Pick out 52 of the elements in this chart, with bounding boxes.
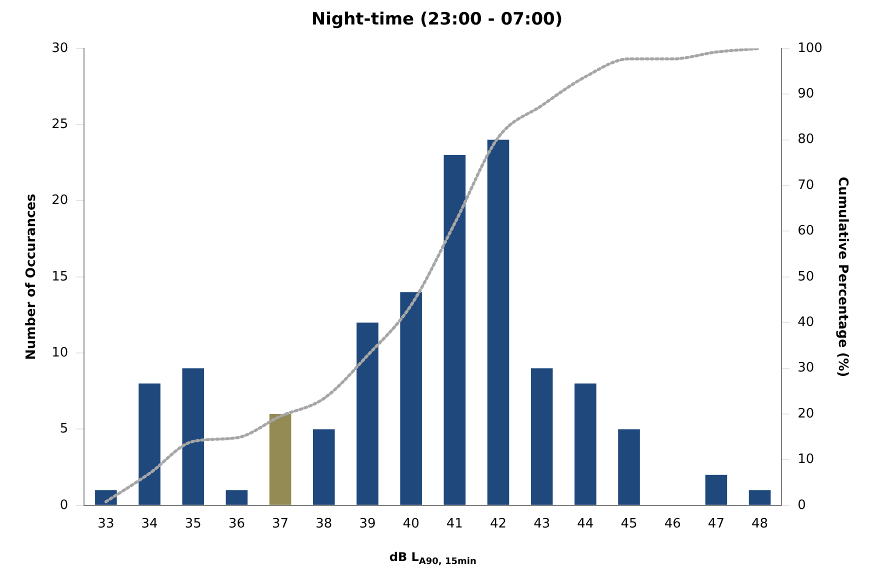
x-tick-label: 39 <box>359 516 376 532</box>
x-tick-label: 35 <box>184 516 202 532</box>
chart-title: Night-time (23:00 - 07:00) <box>311 10 563 30</box>
bar <box>312 429 335 505</box>
bar <box>574 384 596 505</box>
x-tick-label: 48 <box>752 516 768 532</box>
x-tick-label: 42 <box>490 516 507 532</box>
x-tick-label: 45 <box>620 516 638 532</box>
y2-tick-label: 40 <box>798 314 814 330</box>
x-tick-label: 47 <box>708 516 724 532</box>
x-tick-label: 38 <box>316 516 332 532</box>
x-tick-label: 41 <box>446 516 463 532</box>
bar <box>138 384 160 505</box>
bar <box>269 414 292 505</box>
y2-tick-label: 100 <box>798 40 822 56</box>
bar <box>400 292 422 505</box>
y2-tick-label: 20 <box>798 406 814 422</box>
y-axis-title: Number of Occurances <box>24 194 40 360</box>
bar <box>444 155 466 505</box>
y-tick-label: 20 <box>52 193 68 208</box>
y-tick-label: 5 <box>60 422 68 437</box>
y2-tick-label: 80 <box>798 132 814 148</box>
bar <box>356 322 378 505</box>
x-tick-label: 40 <box>402 516 420 532</box>
bar <box>705 474 728 505</box>
x-tick-label: 43 <box>534 516 550 532</box>
x-tick-label: 37 <box>272 516 289 532</box>
y-tick-label: 25 <box>52 116 68 132</box>
y-tick-label: 15 <box>52 269 68 284</box>
y-tick-label: 0 <box>60 498 68 513</box>
y-tick-label: 10 <box>52 345 68 360</box>
bar <box>487 140 510 505</box>
y2-tick-label: 90 <box>798 86 814 102</box>
bar <box>226 490 248 505</box>
y-tick-label: 30 <box>52 40 68 56</box>
y2-tick-label: 50 <box>798 269 814 284</box>
bar <box>618 429 640 505</box>
x-tick-label: 36 <box>228 516 245 532</box>
x-tick-label: 33 <box>98 516 114 532</box>
y2-axis-title: Cumulative Percentage (%) <box>834 176 850 378</box>
y2-tick-label: 30 <box>798 360 814 376</box>
y2-tick-label: 70 <box>798 178 814 193</box>
y2-tick-label: 0 <box>798 498 806 513</box>
x-tick-label: 46 <box>664 516 681 532</box>
x-tick-label: 44 <box>577 516 594 532</box>
bar <box>182 368 204 505</box>
x-tick-label: 34 <box>141 516 158 532</box>
bar <box>748 490 771 505</box>
y2-tick-label: 60 <box>798 224 814 239</box>
y2-tick-label: 10 <box>798 452 814 468</box>
bar <box>530 368 553 505</box>
line-series <box>104 48 762 504</box>
